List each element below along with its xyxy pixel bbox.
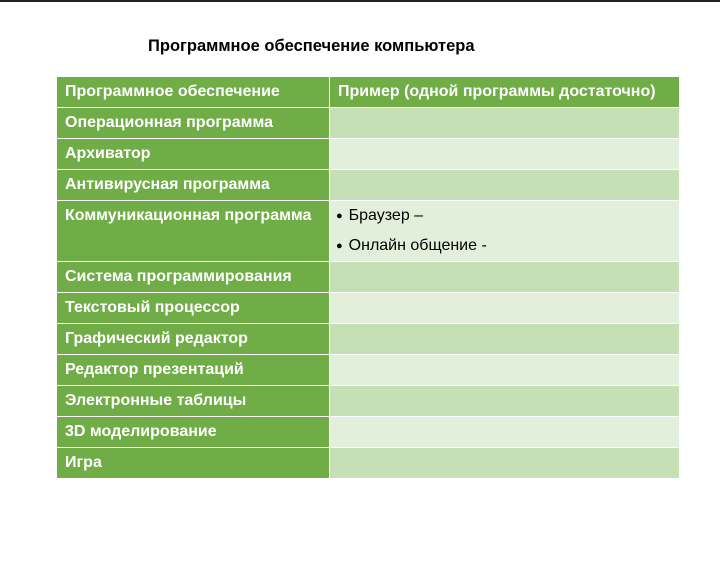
table-row: 3D моделирование [56, 416, 680, 448]
software-type-cell: Графический редактор [56, 323, 330, 355]
example-cell[interactable] [329, 354, 680, 386]
example-bullet-item: Браузер – [336, 201, 671, 231]
software-table: Программное обеспечение Пример (одной пр… [56, 76, 680, 479]
table-row: Архиватор [56, 138, 680, 170]
header-example: Пример (одной программы достаточно) [329, 76, 680, 108]
table-row: Игра [56, 447, 680, 479]
example-cell[interactable] [329, 385, 680, 417]
example-cell[interactable] [329, 416, 680, 448]
software-type-cell: 3D моделирование [56, 416, 330, 448]
table-row: Антивирусная программа [56, 169, 680, 201]
example-cell[interactable] [329, 169, 680, 201]
example-cell[interactable] [329, 261, 680, 293]
example-cell[interactable] [329, 138, 680, 170]
table-row: Графический редактор [56, 323, 680, 355]
example-cell[interactable]: Браузер –Онлайн общение - [329, 200, 680, 262]
header-software: Программное обеспечение [56, 76, 330, 108]
table-header-row: Программное обеспечение Пример (одной пр… [56, 76, 680, 108]
example-bullet-item: Онлайн общение - [336, 231, 671, 261]
software-type-cell: Антивирусная программа [56, 169, 330, 201]
software-type-cell: Игра [56, 447, 330, 479]
document-title: Программное обеспечение компьютера [148, 37, 475, 55]
example-cell[interactable] [329, 323, 680, 355]
table-row: Система программирования [56, 261, 680, 293]
table-row: Редактор презентаций [56, 354, 680, 386]
example-cell[interactable] [329, 292, 680, 324]
table-row: Коммуникационная программаБраузер –Онлай… [56, 200, 680, 262]
software-type-cell: Редактор презентаций [56, 354, 330, 386]
software-type-cell: Операционная программа [56, 107, 330, 139]
software-type-cell: Электронные таблицы [56, 385, 330, 417]
table-row: Электронные таблицы [56, 385, 680, 417]
software-type-cell: Система программирования [56, 261, 330, 293]
software-type-cell: Коммуникационная программа [56, 200, 330, 262]
table-row: Текстовый процессор [56, 292, 680, 324]
software-type-cell: Архиватор [56, 138, 330, 170]
example-cell[interactable] [329, 447, 680, 479]
example-cell[interactable] [329, 107, 680, 139]
table-row: Операционная программа [56, 107, 680, 139]
top-border [0, 0, 720, 2]
software-type-cell: Текстовый процессор [56, 292, 330, 324]
